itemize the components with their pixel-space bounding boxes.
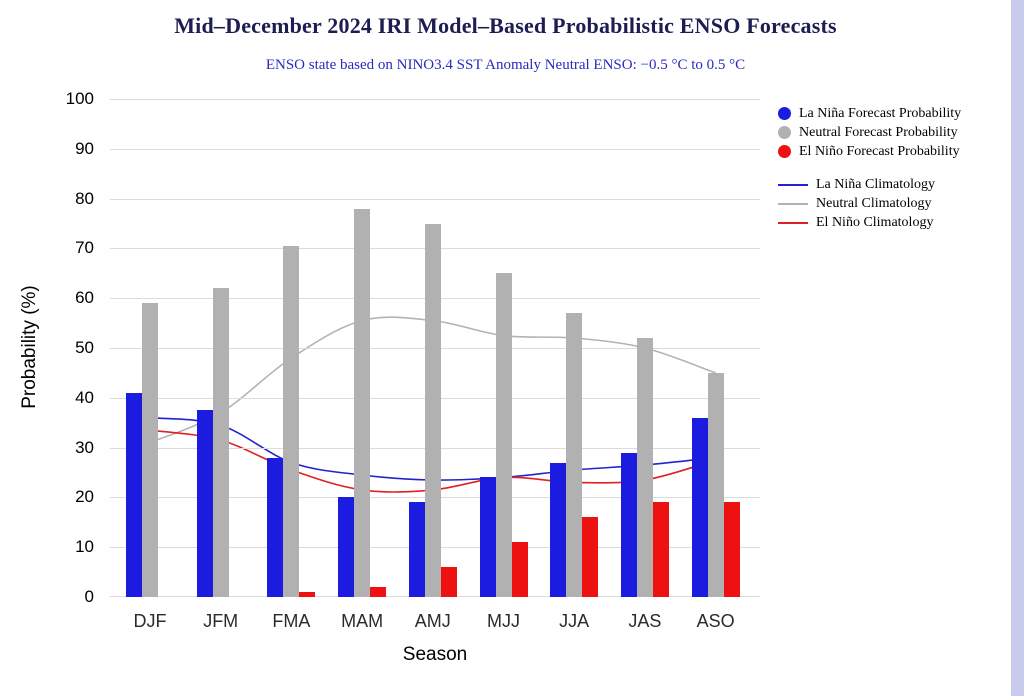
bar-el-ni-o-forecast-probability-jja	[582, 517, 599, 597]
legend-label-el-ni-o-forecast-probability: El Niño Forecast Probability	[799, 143, 960, 159]
bar-el-ni-o-forecast-probability-mam	[370, 587, 387, 597]
bar-neutral-forecast-probability-mam	[354, 208, 371, 597]
legend-label-neutral-climatology: Neutral Climatology	[816, 195, 932, 211]
y-tick-label-60: 60	[75, 288, 94, 308]
bar-el-ni-o-forecast-probability-jas	[652, 502, 669, 597]
x-tick-label-amj: AMJ	[414, 611, 451, 631]
gridline-100	[110, 99, 760, 100]
legend-dot-icon-neutral-forecast-probability	[778, 126, 791, 139]
y-tick-label-0: 0	[84, 587, 94, 606]
bar-la-ni-a-forecast-probability-fma	[267, 457, 284, 597]
legend-dot-icon-el-ni-o-forecast-probability	[778, 145, 791, 158]
x-tick-label-djf: DJF	[133, 611, 167, 631]
y-tick-label-70: 70	[75, 238, 94, 258]
plot-area	[110, 99, 760, 597]
x-tick-label-fma: FMA	[272, 611, 311, 631]
y-tick-label-50: 50	[75, 338, 94, 357]
legend-entry-el-ni-o-climatology: El Niño Climatology	[778, 213, 1014, 232]
legend-line-icon-neutral-climatology	[778, 202, 808, 205]
bar-la-ni-a-forecast-probability-jfm	[196, 410, 213, 597]
x-tick-label-mam: MAM	[341, 611, 384, 631]
legend-dot-icon-la-ni-a-forecast-probability	[778, 107, 791, 120]
bar-neutral-forecast-probability-aso	[707, 372, 724, 597]
bar-el-ni-o-forecast-probability-aso	[723, 502, 740, 597]
y-tick-label-20: 20	[75, 487, 94, 507]
bar-neutral-forecast-probability-jja	[566, 313, 583, 597]
bar-la-ni-a-forecast-probability-mam	[338, 497, 355, 597]
bar-neutral-forecast-probability-mjj	[495, 273, 512, 597]
legend-label-neutral-forecast-probability: Neutral Forecast Probability	[799, 124, 958, 140]
legend-label-la-ni-a-climatology: La Niña Climatology	[816, 176, 935, 192]
legend-entry-la-ni-a-climatology: La Niña Climatology	[778, 175, 1014, 194]
bar-la-ni-a-forecast-probability-aso	[691, 417, 708, 597]
x-tick-label-jfm: JFM	[203, 611, 239, 631]
y-tick-label-100: 100	[65, 89, 94, 108]
bar-el-ni-o-forecast-probability-amj	[440, 567, 457, 597]
y-tick-label-90: 90	[75, 138, 94, 158]
legend-entry-la-ni-a-forecast-probability: La Niña Forecast Probability	[778, 104, 1014, 123]
right-edge-strip	[1011, 0, 1024, 696]
bar-la-ni-a-forecast-probability-djf	[126, 392, 142, 597]
bar-la-ni-a-forecast-probability-amj	[408, 502, 425, 597]
bar-neutral-forecast-probability-fma	[283, 245, 300, 597]
bar-neutral-forecast-probability-amj	[424, 223, 441, 597]
legend-entry-el-ni-o-forecast-probability: El Niño Forecast Probability	[778, 142, 1014, 161]
y-tick-label-10: 10	[75, 537, 94, 557]
bar-la-ni-a-forecast-probability-mjj	[479, 477, 496, 597]
bar-neutral-forecast-probability-djf	[142, 303, 158, 597]
bar-el-ni-o-forecast-probability-mjj	[511, 542, 528, 597]
legend-line-icon-el-ni-o-climatology	[778, 221, 808, 224]
legend: La Niña Forecast Probability Neutral Fore…	[778, 104, 1014, 232]
y-tick-label-80: 80	[75, 188, 94, 208]
bar-el-ni-o-forecast-probability-fma	[299, 592, 316, 597]
gridline-80	[110, 198, 760, 200]
bar-neutral-forecast-probability-jfm	[212, 288, 229, 597]
x-tick-label-jas: JAS	[628, 611, 662, 631]
legend-entry-neutral-forecast-probability: Neutral Forecast Probability	[778, 123, 1014, 142]
bar-neutral-forecast-probability-jas	[636, 338, 653, 597]
gridline-90	[110, 148, 760, 150]
bar-la-ni-a-forecast-probability-jas	[620, 452, 637, 597]
x-tick-label-jja: JJA	[559, 611, 590, 631]
x-axis-label: Season	[402, 644, 468, 665]
bar-la-ni-a-forecast-probability-jja	[550, 462, 567, 597]
x-tick-label-aso: ASO	[696, 611, 735, 631]
legend-spacer	[778, 161, 1014, 175]
legend-line-icon-la-ni-a-climatology	[778, 183, 808, 186]
chart-title: Mid–December 2024 IRI Model–Based Probab…	[174, 13, 837, 38]
chart-subtitle: ENSO state based on NINO3.4 SST Anomaly …	[265, 57, 746, 73]
y-tick-label-30: 30	[75, 437, 94, 457]
y-tick-label-40: 40	[75, 387, 94, 407]
legend-label-el-ni-o-climatology: El Niño Climatology	[816, 214, 934, 230]
legend-entry-neutral-climatology: Neutral Climatology	[778, 194, 1014, 213]
legend-label-la-ni-a-forecast-probability: La Niña Forecast Probability	[799, 105, 962, 121]
x-tick-label-mjj: MJJ	[487, 611, 520, 631]
